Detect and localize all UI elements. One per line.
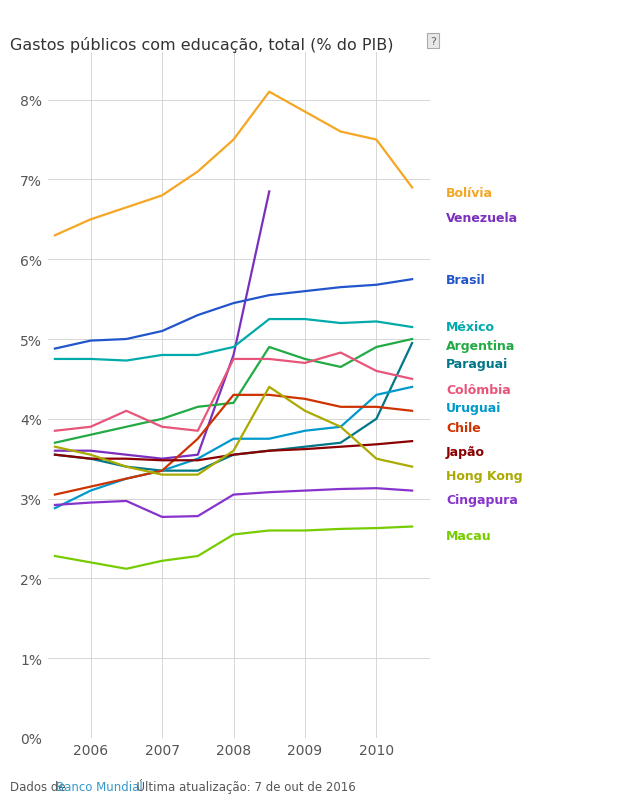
Text: ?: ? xyxy=(430,36,436,46)
Text: Chile: Chile xyxy=(446,422,481,435)
Text: Gastos públicos com educação, total (% do PIB): Gastos públicos com educação, total (% d… xyxy=(10,36,393,53)
Text: México: México xyxy=(446,320,495,333)
Text: Bolívia: Bolívia xyxy=(446,187,493,200)
Text: Última atualização: 7 de out de 2016: Última atualização: 7 de out de 2016 xyxy=(129,779,356,793)
Text: Argentina: Argentina xyxy=(446,340,515,353)
Text: Cingapura: Cingapura xyxy=(446,493,518,506)
Text: Paraguai: Paraguai xyxy=(446,358,508,371)
Text: Uruguai: Uruguai xyxy=(446,401,501,414)
Text: Hong Kong: Hong Kong xyxy=(446,470,522,483)
Text: Dados de: Dados de xyxy=(10,780,69,793)
Text: Colômbia: Colômbia xyxy=(446,384,511,397)
Text: Japão: Japão xyxy=(446,445,485,458)
Text: Macau: Macau xyxy=(446,530,492,543)
Text: Banco Mundial: Banco Mundial xyxy=(56,780,143,793)
Text: Venezuela: Venezuela xyxy=(446,212,518,225)
Text: Brasil: Brasil xyxy=(446,274,485,287)
